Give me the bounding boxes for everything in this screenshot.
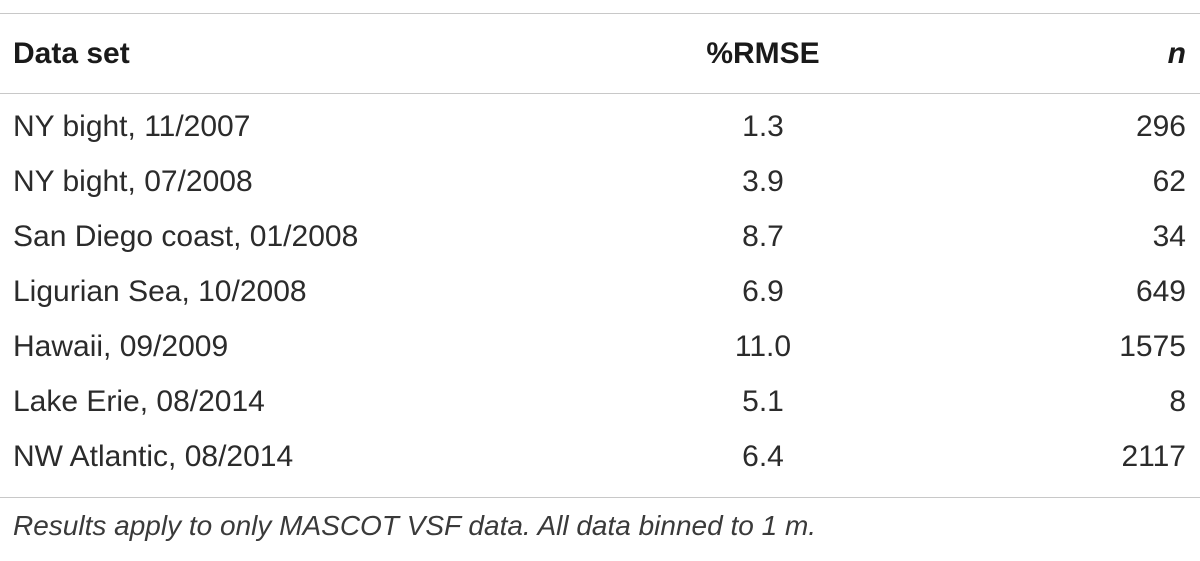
cell-rmse: 11.0 bbox=[734, 329, 792, 363]
cell-data-set: NY bight, 11/2007 bbox=[13, 109, 251, 143]
table-row: Hawaii, 09/2009 11.0 1575 bbox=[0, 319, 1200, 374]
cell-data-set: San Diego coast, 01/2008 bbox=[13, 219, 359, 253]
cell-rmse: 1.3 bbox=[742, 109, 784, 143]
cell-data-set: Ligurian Sea, 10/2008 bbox=[13, 274, 307, 308]
table-body: NY bight, 11/2007 1.3 296 NY bight, 07/2… bbox=[0, 93, 1200, 484]
table-bottom-rule bbox=[0, 497, 1200, 498]
header-n: n bbox=[1167, 36, 1186, 70]
header-rmse: %RMSE bbox=[706, 36, 820, 70]
table-row: NY bight, 07/2008 3.9 62 bbox=[0, 154, 1200, 209]
cell-n: 8 bbox=[1169, 384, 1186, 418]
cell-data-set: NW Atlantic, 08/2014 bbox=[13, 439, 294, 473]
cell-n: 2117 bbox=[1121, 439, 1186, 473]
cell-data-set: Hawaii, 09/2009 bbox=[13, 329, 229, 363]
cell-rmse: 6.4 bbox=[742, 439, 784, 473]
table-header: Data set %RMSE n bbox=[0, 14, 1200, 93]
cell-data-set: Lake Erie, 08/2014 bbox=[13, 384, 265, 418]
header-row: Data set %RMSE n bbox=[0, 14, 1200, 93]
cell-n: 62 bbox=[1152, 164, 1186, 198]
header-data-set: Data set bbox=[13, 36, 130, 70]
cell-rmse: 6.9 bbox=[742, 274, 784, 308]
table-row: NY bight, 11/2007 1.3 296 bbox=[0, 93, 1200, 154]
table-row: San Diego coast, 01/2008 8.7 34 bbox=[0, 209, 1200, 264]
results-table: Data set %RMSE n NY bight, 11/2007 1.3 2… bbox=[0, 14, 1200, 484]
cell-n: 34 bbox=[1152, 219, 1186, 253]
table-header-rule bbox=[0, 93, 1200, 94]
cell-rmse: 3.9 bbox=[742, 164, 784, 198]
cell-rmse: 5.1 bbox=[742, 384, 784, 418]
cell-n: 296 bbox=[1135, 109, 1186, 143]
table-row: NW Atlantic, 08/2014 6.4 2117 bbox=[0, 429, 1200, 484]
table-footnote: Results apply to only MASCOT VSF data. A… bbox=[13, 510, 817, 541]
cell-n: 1575 bbox=[1119, 329, 1186, 363]
table-row: Ligurian Sea, 10/2008 6.9 649 bbox=[0, 264, 1200, 319]
cell-rmse: 8.7 bbox=[742, 219, 784, 253]
table-top-rule bbox=[0, 13, 1200, 14]
cell-data-set: NY bight, 07/2008 bbox=[13, 164, 253, 198]
table-row: Lake Erie, 08/2014 5.1 8 bbox=[0, 374, 1200, 429]
cell-n: 649 bbox=[1135, 274, 1186, 308]
